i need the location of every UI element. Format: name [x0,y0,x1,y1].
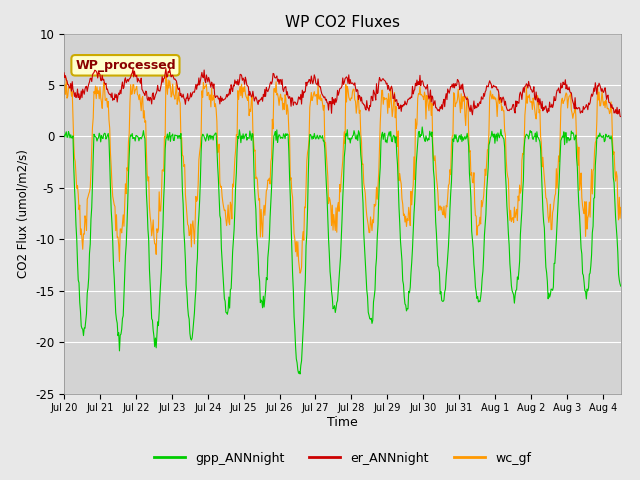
Text: WP_processed: WP_processed [75,59,176,72]
Title: WP CO2 Fluxes: WP CO2 Fluxes [285,15,400,30]
Legend: gpp_ANNnight, er_ANNnight, wc_gf: gpp_ANNnight, er_ANNnight, wc_gf [148,447,536,469]
X-axis label: Time: Time [327,416,358,429]
Y-axis label: CO2 Flux (umol/m2/s): CO2 Flux (umol/m2/s) [17,149,29,278]
